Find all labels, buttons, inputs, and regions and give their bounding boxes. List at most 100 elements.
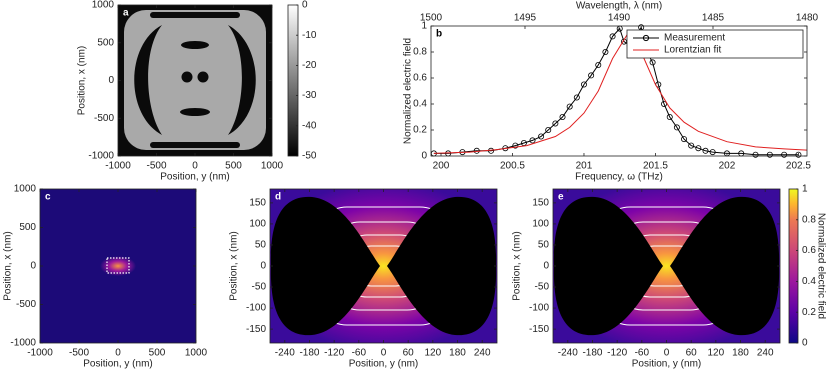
data-point <box>766 151 773 158</box>
x-tick-label: 0 <box>115 348 121 359</box>
x-tick-label: 200 <box>433 161 450 172</box>
x-tick-label: 200.5 <box>500 161 525 172</box>
data-point <box>795 151 802 158</box>
x-tick-label: 120 <box>708 348 725 359</box>
data-point <box>781 151 788 158</box>
series-line <box>433 25 799 156</box>
data-point <box>681 136 688 143</box>
y-tick-label: -1000 <box>88 151 114 162</box>
x2-tick-label: 1500 <box>420 13 443 24</box>
data-point <box>538 133 545 140</box>
y-tick-label: 150 <box>249 198 266 209</box>
colorbar-tick-label: -30 <box>302 90 317 101</box>
legend-marker <box>642 34 650 42</box>
data-point <box>752 151 759 158</box>
x-tick-label: 202 <box>719 161 736 172</box>
y-tick-label: -500 <box>16 299 36 310</box>
colorbar-tick-label: 0.8 <box>802 214 816 225</box>
data-point <box>673 124 680 131</box>
y-axis-label: Position, x (nm) <box>229 231 240 300</box>
y-tick-label: 0.8 <box>413 47 427 58</box>
data-point <box>695 145 702 152</box>
x-axis-label: Position, y (nm) <box>349 359 418 370</box>
x2-tick-label: 1485 <box>702 13 725 24</box>
y-tick-label: 0.4 <box>413 99 427 110</box>
x-axis-label: Position, y (nm) <box>160 172 229 183</box>
y-tick-label: 0 <box>421 151 427 162</box>
y-tick-label: -100 <box>246 303 266 314</box>
y-tick-label: -1000 <box>10 338 36 349</box>
x-tick-label: 0 <box>664 348 670 359</box>
colorbar-tick-label: -10 <box>302 30 317 41</box>
x-tick-label: 0 <box>381 348 387 359</box>
x-tick-label: 180 <box>449 348 466 359</box>
data-point <box>595 62 602 69</box>
data-point <box>552 120 559 127</box>
colorbar-tick-label: -20 <box>302 60 317 71</box>
x2-axis-label: Wavelength, λ (nm) <box>576 1 662 12</box>
x2-tick-label: 1495 <box>514 13 537 24</box>
colorbar-tick-label: 0 <box>802 338 808 349</box>
data-point <box>580 81 587 88</box>
y-tick-label: 50 <box>255 240 267 251</box>
y-tick-label: 0 <box>543 261 549 272</box>
x-tick-label: 240 <box>474 348 491 359</box>
x-tick-label: 0 <box>192 161 198 172</box>
x-tick-label: -500 <box>146 161 166 172</box>
x-tick-label: 240 <box>757 348 774 359</box>
legend-label: Lorentzian fit <box>664 45 721 56</box>
data-point <box>545 127 552 134</box>
colorbar-tick-label: -50 <box>302 151 317 162</box>
colorbar-tick-label: 0.6 <box>802 245 816 256</box>
y-axis-label: Normalized electric field <box>403 38 414 144</box>
data-point <box>649 59 656 66</box>
y-tick-label: 1000 <box>92 0 115 11</box>
colorbar-tick-label: 0 <box>302 0 308 11</box>
x-tick-label: -240 <box>558 348 578 359</box>
data-point <box>602 49 609 56</box>
x-tick-label: 500 <box>149 348 166 359</box>
colorbar-tick-label: 1 <box>802 184 808 195</box>
x-tick-label: -1000 <box>27 348 53 359</box>
data-point <box>666 114 673 121</box>
data-point <box>609 33 616 40</box>
x-tick-label: -240 <box>275 348 295 359</box>
colorbar <box>287 4 299 157</box>
colorbar-tick-label: -40 <box>302 120 317 131</box>
legend-box <box>626 29 804 59</box>
data-point <box>661 101 668 108</box>
y-tick-label: 0.6 <box>413 73 427 84</box>
data-point <box>559 114 566 121</box>
x-tick-label: 1000 <box>185 348 208 359</box>
legend-label: Measurement <box>664 33 725 44</box>
data-point <box>588 72 595 79</box>
x-tick-label: 201.5 <box>643 161 668 172</box>
y-tick-label: -100 <box>529 303 549 314</box>
data-point <box>573 94 580 101</box>
y-tick-label: -500 <box>94 113 114 124</box>
y-tick-label: 0.2 <box>413 125 427 136</box>
image-d <box>270 189 497 343</box>
y-tick-label: 100 <box>249 219 266 230</box>
colorbar <box>788 188 799 344</box>
x-tick-label: -180 <box>299 348 319 359</box>
y-axis-label: Position, x (nm) <box>77 46 88 115</box>
x-axis-label: Position, y (nm) <box>83 359 152 370</box>
data-point <box>512 142 519 149</box>
x-tick-label: -60 <box>635 348 650 359</box>
panel-label: b <box>436 29 442 40</box>
y-tick-label: 50 <box>538 240 550 251</box>
y-tick-label: 1 <box>421 21 427 32</box>
data-point <box>688 142 695 149</box>
data-point <box>709 149 716 156</box>
x-tick-label: -1000 <box>105 161 131 172</box>
y-tick-label: 500 <box>97 37 114 48</box>
y-tick-label: 0 <box>30 261 36 272</box>
x-tick-label: -120 <box>324 348 344 359</box>
x-tick-label: 201 <box>576 161 593 172</box>
image-e <box>553 189 780 343</box>
y-tick-label: -50 <box>252 282 267 293</box>
colorbar-tick-label: 0.4 <box>802 276 816 287</box>
y-tick-label: -50 <box>535 282 550 293</box>
